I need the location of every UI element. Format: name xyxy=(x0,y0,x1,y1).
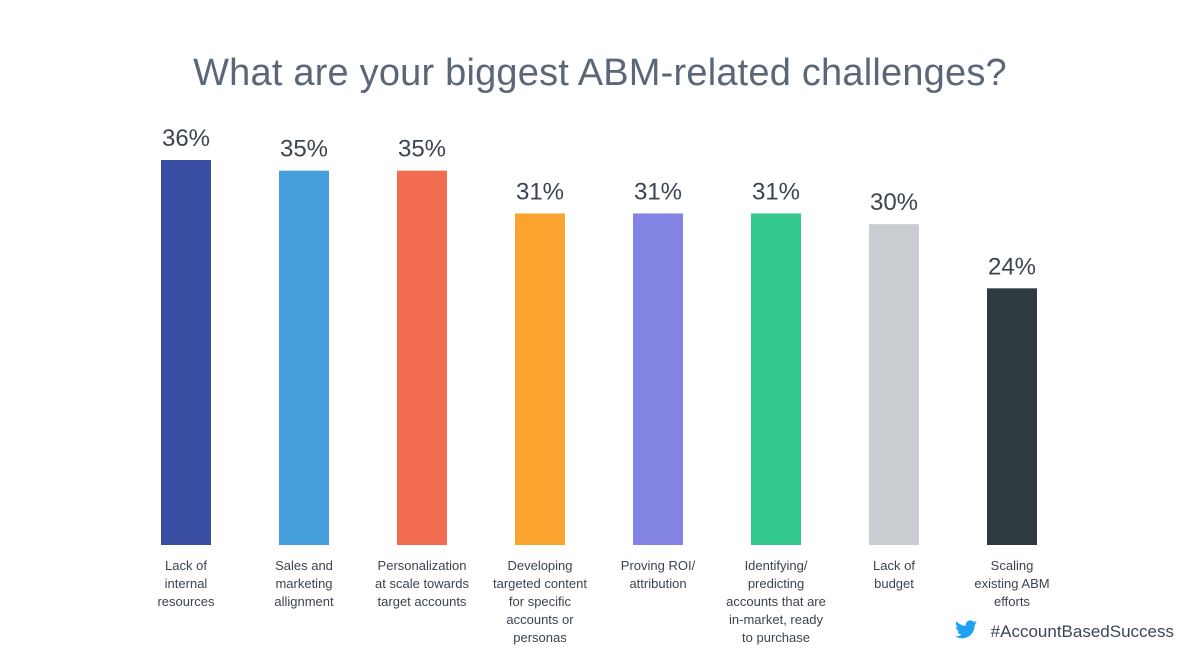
category-label-7: Lack of budget xyxy=(873,558,915,591)
category-label-3: Personalization at scale towards target ac… xyxy=(375,558,469,609)
hashtag-text: #AccountBasedSuccess xyxy=(990,622,1174,641)
category-label-8: Scaling existing ABM efforts xyxy=(974,558,1049,609)
category-label-4: Developing targeted content for specific ac… xyxy=(493,558,587,645)
value-label-1: 36% xyxy=(162,125,210,152)
bar-4 xyxy=(515,213,565,545)
chart-title: What are your biggest ABM-related challe… xyxy=(193,52,1007,94)
value-label-7: 30% xyxy=(870,189,918,216)
value-label-4: 31% xyxy=(516,178,564,205)
bar-6 xyxy=(751,213,801,545)
bar-1 xyxy=(161,160,211,545)
twitter-bird-icon xyxy=(954,620,977,644)
bar-7 xyxy=(869,224,919,545)
category-label-6: Identifying/predicting accounts that are i… xyxy=(726,558,826,645)
value-label-2: 35% xyxy=(280,136,328,163)
category-label-2: Sales and marketing allignment xyxy=(274,558,334,609)
value-label-8: 24% xyxy=(988,253,1036,280)
footer: #AccountBasedSuccess xyxy=(954,620,1174,644)
bar-5 xyxy=(633,213,683,545)
bar-3 xyxy=(397,170,447,545)
value-label-3: 35% xyxy=(398,136,446,163)
category-label-5: Proving ROI/attribution xyxy=(621,558,696,591)
category-label-1: Lack of internal resources xyxy=(157,558,215,609)
bar-2 xyxy=(279,170,329,545)
bar-8 xyxy=(987,288,1037,545)
value-label-5: 31% xyxy=(634,178,682,205)
value-label-6: 31% xyxy=(752,178,800,205)
